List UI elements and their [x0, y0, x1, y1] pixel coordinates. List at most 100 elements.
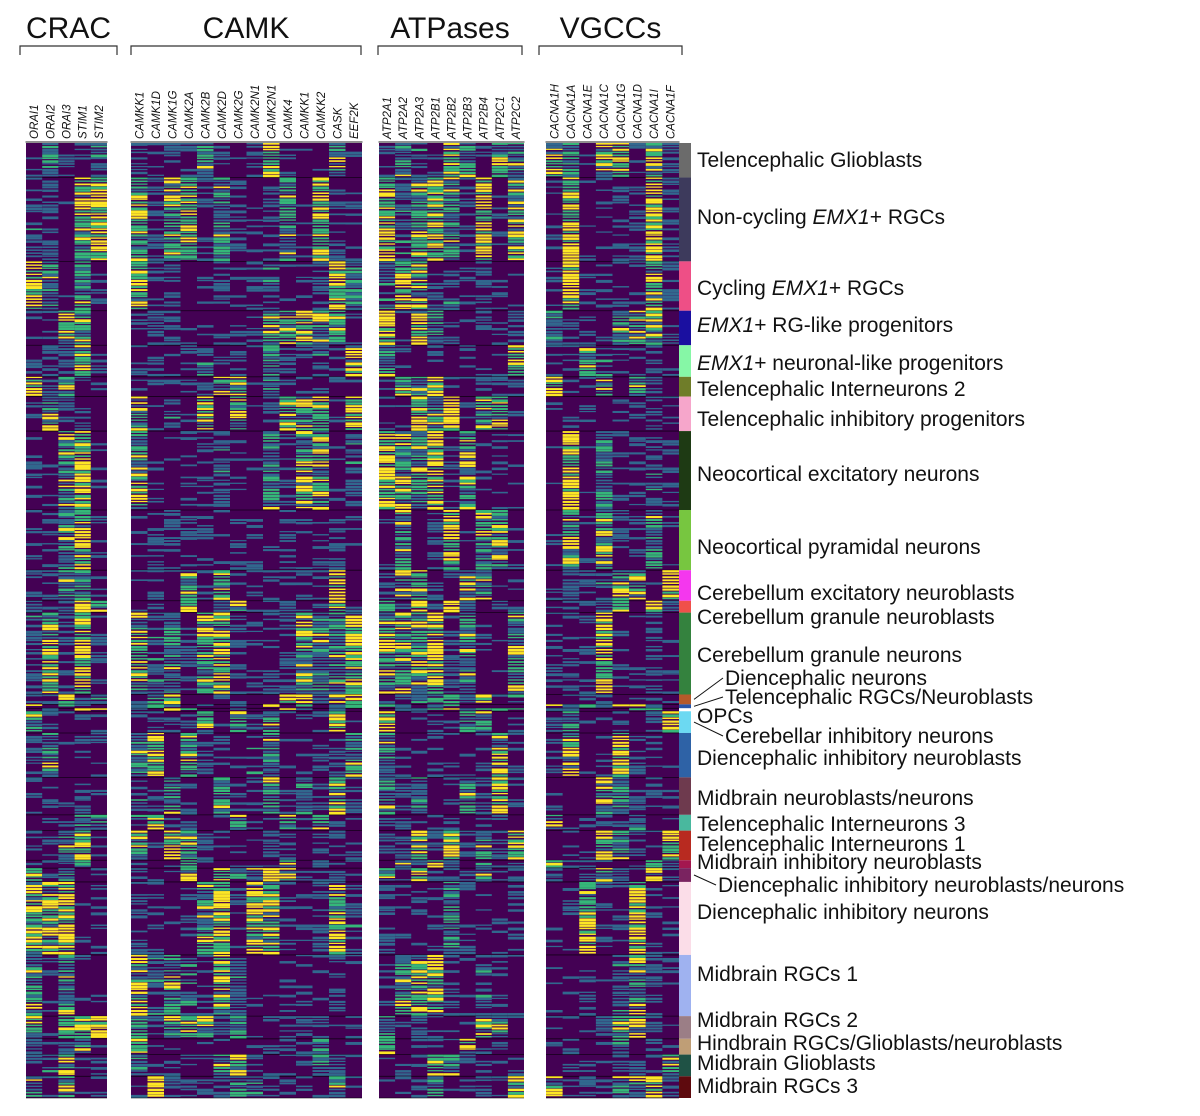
heat-cell: [491, 756, 508, 759]
heat-cell: [213, 615, 230, 619]
heat-cell: [90, 183, 107, 187]
heat-cell: [345, 842, 362, 845]
heat-cell: [90, 708, 107, 710]
heat-cell: [42, 513, 59, 516]
heat-cell: [197, 1041, 214, 1045]
heat-cell: [507, 627, 524, 631]
heat-cell: [74, 289, 91, 291]
heat-cell: [329, 658, 346, 660]
heat-cell: [279, 325, 296, 328]
heat-cell: [90, 924, 107, 927]
heat-cell: [475, 216, 492, 219]
heat-cell: [345, 313, 362, 315]
heat-cell: [26, 921, 43, 924]
heat-cell: [213, 1079, 230, 1082]
heat-cell: [58, 594, 75, 597]
heat-cell: [74, 540, 91, 543]
heat-cell: [147, 685, 164, 687]
heat-cell: [411, 679, 428, 681]
heat-cell: [279, 416, 296, 419]
heat-cell: [164, 958, 181, 961]
heat-cell: [491, 327, 508, 331]
heat-cell: [164, 723, 181, 725]
heat-cell: [131, 1048, 148, 1052]
heat-cell: [58, 399, 75, 401]
heat-cell: [90, 661, 107, 664]
heat-cell: [507, 353, 524, 356]
heat-cell: [263, 376, 280, 380]
heat-cell: [411, 192, 428, 196]
heat-cell: [58, 948, 75, 951]
heat-cell: [246, 717, 263, 720]
heat-cell: [197, 534, 214, 537]
heat-cell: [26, 918, 43, 922]
heat-cell: [475, 207, 492, 209]
heat-cell: [131, 845, 148, 847]
heat-cell: [312, 570, 329, 573]
heat-cell: [147, 976, 164, 979]
heat-cell: [42, 694, 59, 697]
heat-cell: [263, 319, 280, 322]
heat-cell: [279, 549, 296, 552]
heat-cell: [411, 276, 428, 279]
heat-cell: [443, 549, 460, 551]
heat-cell: [90, 927, 107, 929]
heat-cell: [131, 186, 148, 189]
heat-cell: [395, 558, 412, 561]
heat-cell: [411, 225, 428, 228]
heat-cell: [459, 482, 476, 485]
heat-cell: [74, 313, 91, 316]
heat-cell: [197, 639, 214, 643]
heat-cell: [246, 789, 263, 792]
heat-cell: [180, 382, 197, 386]
heat-cell: [411, 327, 428, 330]
heat-cell: [443, 219, 460, 222]
heat-cell: [131, 1016, 148, 1019]
heat-cell: [26, 691, 43, 694]
heat-cell: [230, 246, 247, 249]
heat-cell: [42, 642, 59, 645]
heat-cell: [42, 534, 59, 536]
heat-cell: [475, 255, 492, 258]
heat-cell: [279, 1073, 296, 1076]
heat-cell: [345, 543, 362, 546]
heat-cell: [395, 443, 412, 445]
heat-cell: [329, 151, 346, 155]
heat-cell: [74, 661, 91, 664]
heat-cell: [279, 183, 296, 186]
heat-cell: [459, 192, 476, 195]
heat-cell: [74, 818, 91, 822]
heat-cell: [230, 422, 247, 425]
heat-cell: [443, 408, 460, 411]
heat-cell: [345, 786, 362, 789]
heat-cell: [164, 258, 181, 262]
heat-cell: [74, 612, 91, 616]
heat-cell: [74, 154, 91, 156]
heat-cell: [213, 738, 230, 741]
heat-cell: [411, 148, 428, 152]
heat-cell: [42, 701, 59, 705]
heat-cell: [329, 333, 346, 336]
heat-cell: [164, 624, 181, 628]
heat-cell: [180, 708, 197, 710]
heat-cell: [213, 588, 230, 590]
heat-cell: [263, 473, 280, 477]
heat-cell: [263, 842, 280, 844]
heat-cell: [74, 658, 91, 661]
heat-cell: [42, 612, 59, 616]
heat-cell: [312, 585, 329, 587]
heat-cell: [197, 1082, 214, 1084]
heat-cell: [147, 618, 164, 621]
heat-cell: [443, 143, 460, 145]
heat-cell: [131, 786, 148, 790]
heat-cell: [180, 732, 197, 736]
heat-cell: [443, 558, 460, 561]
heat-cell: [131, 661, 148, 663]
heat-cell: [42, 519, 59, 522]
heat-cell: [329, 627, 346, 630]
heat-cell: [131, 264, 148, 267]
heat-cell: [459, 213, 476, 216]
heat-cell: [230, 1082, 247, 1086]
heat-cell: [58, 1054, 75, 1057]
heat-cell: [131, 171, 148, 175]
